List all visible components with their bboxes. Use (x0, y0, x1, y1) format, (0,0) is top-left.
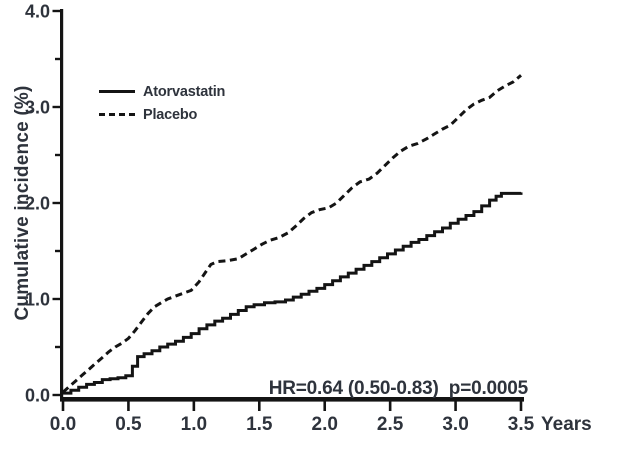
series-curve-placebo (62, 74, 522, 394)
solid-line-swatch (99, 90, 135, 93)
x-tick-label: 1.5 (246, 414, 273, 435)
y-tick-major (52, 105, 62, 109)
x-tick (388, 401, 392, 411)
y-tick-major (52, 393, 62, 397)
x-tick-label: 0.0 (50, 414, 76, 435)
y-tick-label: 0.0 (25, 386, 50, 406)
y-tick-label: 1.0 (25, 290, 50, 310)
y-tick-label: 3.0 (25, 98, 50, 118)
y-tick-label: 2.0 (25, 194, 50, 214)
dashed-line-swatch (99, 113, 135, 116)
x-tick (454, 401, 457, 411)
x-tick-label: 2.5 (377, 414, 404, 435)
y-tick-major (52, 201, 62, 205)
y-tick-major (52, 9, 62, 13)
x-tick-label: 3.0 (442, 414, 468, 435)
y-axis-line (60, 9, 64, 401)
legend-label-atorvastatin: Atorvastatin (143, 83, 226, 100)
legend-item-placebo: Placebo (99, 106, 225, 123)
x-tick (257, 401, 261, 411)
legend-item-atorvastatin: Atorvastatin (99, 83, 225, 100)
x-axis-unit-label: Years (541, 414, 592, 435)
y-tick-minor (55, 153, 62, 157)
x-tick-label: 1.0 (181, 414, 207, 435)
x-tick (192, 401, 196, 411)
y-tick-label: 4.0 (25, 2, 50, 22)
x-axis-line (60, 397, 524, 402)
x-tick-label: 2.0 (312, 414, 338, 435)
y-tick-minor (55, 345, 62, 349)
hr-annotation: HR=0.64 (0.50-0.83) p=0.0005 (268, 378, 529, 399)
x-tick (519, 401, 523, 411)
x-tick (127, 401, 130, 411)
y-tick-minor (55, 57, 62, 61)
y-tick-minor (55, 249, 62, 253)
legend-label-placebo: Placebo (143, 106, 198, 123)
legend: Atorvastatin Placebo (99, 83, 225, 123)
y-tick-major (52, 297, 62, 301)
x-tick-label: 3.5 (508, 414, 535, 435)
x-tick (323, 401, 327, 411)
x-tick-label: 0.5 (115, 414, 142, 435)
series-curve-atorvastatin (63, 191, 523, 395)
y-axis-title: Cumulative incidence (%) (12, 85, 33, 321)
x-tick (61, 401, 65, 411)
